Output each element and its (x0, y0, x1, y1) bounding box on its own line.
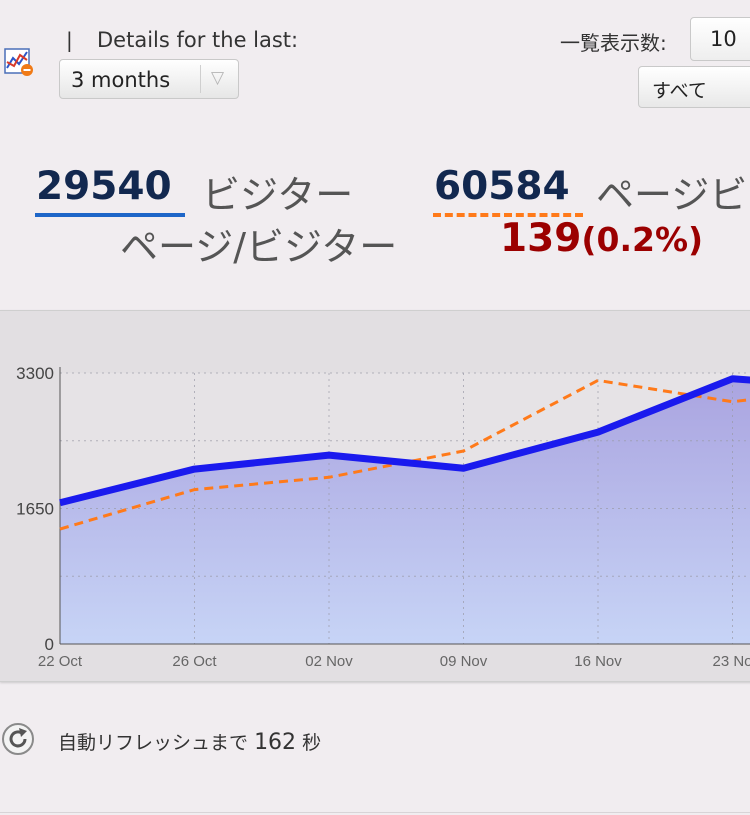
visitors-line (59, 375, 750, 507)
x-tick-label: 23 No (712, 653, 750, 670)
refresh-icon[interactable] (1, 722, 35, 756)
y-tick-label: 1650 (16, 500, 54, 519)
filter-select-value: すべて (652, 80, 707, 102)
range-select[interactable]: 3 months ▽ (59, 59, 239, 99)
x-tick-label: 16 Nov (574, 653, 622, 670)
visitors-label: ビジター (202, 173, 354, 217)
header-separator: | (66, 28, 73, 52)
chevron-down-icon: ▽ (211, 68, 225, 88)
y-tick-label: 0 (45, 635, 54, 654)
visitors-legend-line (35, 213, 185, 217)
pages-per-visitor-number: 139 (500, 216, 582, 261)
chart-panel: 3300 1650 0 22 Oct 26 Oct 02 Nov 09 Nov 16 Nov 2… (0, 310, 750, 682)
pageviews-count[interactable]: 60584 (434, 164, 570, 209)
pageviews-legend-line (433, 213, 583, 217)
range-select-divider (200, 65, 201, 93)
pages-per-visitor-value: 139(0.2%) (500, 216, 703, 261)
pages-per-visitor-percent: (0.2%) (581, 220, 704, 259)
auto-refresh-count: 162 (254, 730, 297, 755)
count-select-value: 10 (710, 27, 737, 51)
x-tick-label: 26 Oct (172, 653, 217, 670)
x-tick-label: 22 Oct (38, 653, 83, 670)
count-label: 一覧表示数: (560, 31, 667, 55)
pages-per-visitor-label: ページ/ビジター (120, 225, 398, 269)
details-label: Details for the last: (97, 28, 299, 52)
visitors-count[interactable]: 29540 (36, 164, 172, 209)
x-tick-label: 02 Nov (305, 653, 353, 670)
pageviews-label: ページビ (596, 173, 748, 217)
count-select[interactable]: 10 (690, 17, 750, 61)
x-tick-label: 09 Nov (440, 653, 488, 670)
y-tick-label: 3300 (16, 364, 54, 383)
range-select-value: 3 months (71, 68, 171, 92)
auto-refresh-prefix: 自動リフレッシュまで (58, 732, 249, 754)
traffic-chart: 3300 1650 022 Oct 26 Oct 02 Nov 09 Nov 16 Nov 2… (16, 364, 750, 670)
pageviews-line (59, 378, 750, 531)
auto-refresh-text: 自動リフレッシュまで 162 秒 (58, 728, 321, 755)
auto-refresh-unit: 秒 (302, 732, 322, 754)
bottom-divider (0, 812, 750, 813)
visitors-area (60, 378, 750, 644)
filter-select[interactable]: すべて (638, 66, 750, 108)
app-chart-icon[interactable] (4, 46, 34, 78)
